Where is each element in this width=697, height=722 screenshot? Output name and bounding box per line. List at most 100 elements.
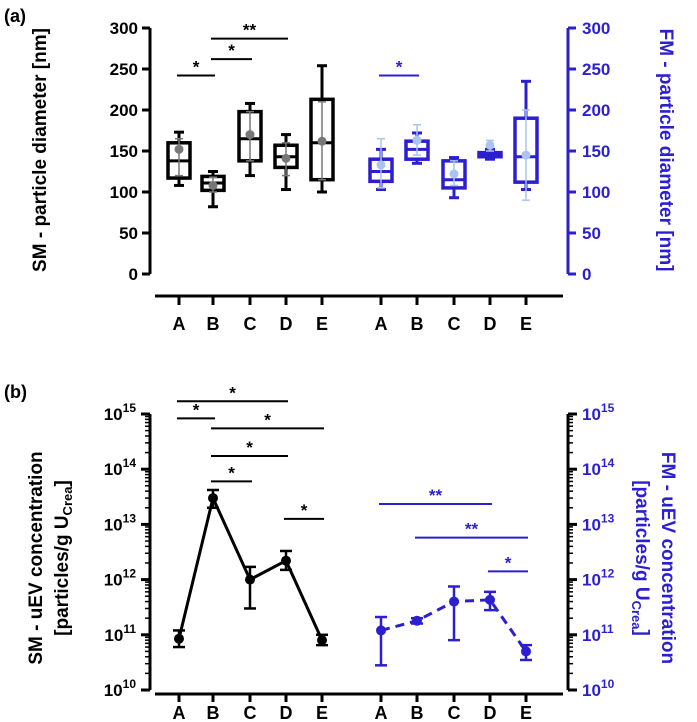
sm-concentration-category-label: D (280, 703, 293, 722)
sm-diameter-category-label: A (173, 314, 186, 334)
fm-concentration-tick-base: 10 (582, 571, 601, 590)
sm-concentration-significance-label: * (264, 410, 271, 429)
sm-concentration-category-label: C (244, 703, 257, 722)
sm-concentration-tick-base: 10 (104, 626, 123, 645)
sm-concentration-data-point (174, 633, 184, 644)
fm-concentration-y-tick-label: 1015 (582, 401, 615, 424)
sm-concentration-tick-exponent: 10 (123, 677, 137, 691)
fm-concentration-tick-exponent: 15 (601, 401, 615, 415)
fm-concentration-tick-base: 10 (582, 460, 601, 479)
sm-concentration-category-label: B (207, 703, 220, 722)
sm-diameter-category-label: D (280, 314, 293, 334)
fm-diameter-mean-point (412, 135, 422, 145)
sm-concentration-y-tick-label: 1015 (104, 401, 137, 424)
fm-concentration-tick-base: 10 (582, 626, 601, 645)
sm-diameter-mean-point (245, 130, 255, 140)
sm-concentration-significance-label: * (228, 463, 235, 482)
fm-concentration-category-label: A (375, 703, 388, 722)
sm-concentration-significance-label: * (229, 383, 236, 402)
sm-diameter-category-label: B (207, 314, 220, 334)
fm-conc-unit-text: [particles/g U (631, 480, 652, 600)
sm-diameter-category-label: E (316, 314, 328, 334)
sm-diameter-mean-point (208, 180, 218, 190)
fm-concentration-y-tick-label: 1012 (582, 567, 615, 590)
fm-concentration-y-tick-label: 1011 (582, 622, 614, 645)
fm-diameter-y-tick-label: 200 (582, 101, 610, 120)
fm-concentration-tick-exponent: 13 (601, 511, 615, 525)
fm-concentration-tick-base: 10 (582, 681, 601, 700)
fm-concentration-significance-label: * (505, 553, 512, 572)
fm-diameter-y-tick-label: 250 (582, 60, 610, 79)
sm-concentration-data-point (317, 635, 327, 646)
fm-diameter-category-label: C (448, 314, 461, 334)
fm-concentration-tick-exponent: 14 (601, 456, 615, 470)
sm-concentration-significance-label: * (246, 438, 253, 457)
sm-conc-unit-sub: Crea (60, 486, 75, 516)
fm-concentration-category-label: C (448, 703, 461, 722)
fm-diameter-y-tick-label: 150 (582, 142, 610, 161)
fm-conc-unit-end: ] (631, 629, 652, 635)
sm-concentration-tick-base: 10 (104, 681, 123, 700)
fm-concentration-data-point (412, 615, 422, 626)
sm-diameter-axis-title: SM - particle diameter [nm] (30, 28, 51, 272)
panel-label-a: (a) (4, 6, 26, 26)
sm-diameter-mean-point (281, 153, 291, 163)
sm-concentration-category-label: E (316, 703, 328, 722)
fm-concentration-significance-label: ** (465, 520, 479, 539)
fm-diameter-category-label: B (411, 314, 424, 334)
sm-concentration-significance-label: * (193, 400, 200, 419)
sm-concentration-tick-exponent: 11 (123, 622, 136, 636)
fm-diameter-category-label: E (520, 314, 532, 334)
fm-diameter-mean-point (485, 140, 495, 150)
fm-concentration-data-point (449, 596, 459, 607)
fm-concentration-tick-exponent: 11 (601, 622, 614, 636)
panel-label-b: (b) (4, 382, 27, 402)
sm-concentration-data-point (281, 555, 291, 566)
fm-concentration-data-point (521, 646, 531, 657)
fm-diameter-significance-label: * (396, 58, 403, 77)
fm-concentration-significance-label: ** (429, 486, 443, 505)
fm-concentration-axis-title-line2: [particles/g UCrea] (629, 480, 652, 636)
sm-diameter-y-tick-label: 300 (110, 19, 138, 38)
fm-diameter-y-tick-label: 300 (582, 19, 610, 38)
fm-concentration-tick-exponent: 10 (601, 677, 615, 691)
sm-diameter-significance-label: * (228, 41, 235, 60)
sm-diameter-category-label: C (244, 314, 257, 334)
sm-diameter-y-tick-label: 0 (129, 265, 138, 284)
plot-layer: 0 50 100 150 200 250 300 0 50 100 150 200 250 300 A B C D… (104, 19, 615, 722)
sm-concentration-y-tick-label: 1014 (104, 456, 137, 479)
fm-concentration-category-label: E (520, 703, 532, 722)
sm-diameter-mean-point (317, 136, 327, 146)
sm-concentration-tick-exponent: 14 (123, 456, 137, 470)
sm-diameter-y-tick-label: 100 (110, 183, 138, 202)
sm-concentration-y-tick-label: 1013 (104, 511, 137, 534)
sm-diameter-y-tick-label: 150 (110, 142, 138, 161)
fm-diameter-mean-point (521, 150, 531, 160)
fm-concentration-category-label: D (484, 703, 497, 722)
sm-diameter-significance-label: ** (243, 21, 257, 40)
sm-concentration-tick-exponent: 13 (123, 511, 137, 525)
fm-concentration-data-point (376, 625, 386, 636)
sm-concentration-y-tick-label: 1010 (104, 677, 137, 700)
fm-diameter-y-tick-label: 0 (582, 265, 591, 284)
sm-diameter-mean-point (174, 144, 184, 154)
fm-concentration-y-tick-label: 1010 (582, 677, 615, 700)
sm-concentration-y-tick-label: 1011 (104, 622, 136, 645)
sm-concentration-axis-title-line2: [particles/g UCrea] (52, 480, 75, 636)
sm-concentration-y-tick-label: 1012 (104, 567, 137, 590)
sm-concentration-significance-label: * (301, 501, 308, 520)
sm-concentration-tick-base: 10 (104, 571, 123, 590)
fm-diameter-y-tick-label: 100 (582, 183, 610, 202)
fm-concentration-data-point (485, 594, 495, 605)
fm-concentration-tick-exponent: 12 (601, 567, 615, 581)
fm-diameter-y-tick-label: 50 (582, 224, 601, 243)
fm-diameter-axis-title: FM - particle diameter [nm] (655, 29, 676, 272)
sm-concentration-tick-exponent: 15 (123, 401, 137, 415)
sm-concentration-tick-base: 10 (104, 405, 123, 424)
sm-concentration-tick-exponent: 12 (123, 567, 137, 581)
fm-concentration-y-tick-label: 1013 (582, 511, 615, 534)
fm-concentration-axis-title-line1: FM - uEV concentration (657, 452, 678, 664)
sm-diameter-significance-label: * (193, 58, 200, 77)
fm-concentration-tick-base: 10 (582, 405, 601, 424)
